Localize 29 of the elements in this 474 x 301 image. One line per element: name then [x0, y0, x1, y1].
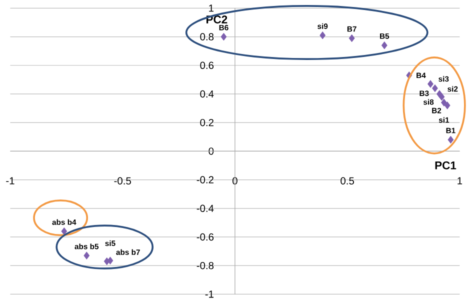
x-axis-title: PC1: [435, 161, 456, 170]
y-tick-label: -0.2: [196, 176, 214, 184]
y-tick-label: -0.8: [196, 262, 214, 270]
y-tick-label: 0.8: [200, 33, 214, 40]
x-tick-label: -0.5: [114, 177, 131, 184]
y-tick-label: -0.4: [196, 204, 214, 212]
point: [320, 31, 326, 40]
point: [84, 252, 90, 260]
y-tick-label: 1: [209, 4, 214, 12]
point: [107, 256, 114, 264]
x-tick-label: 0: [232, 177, 238, 184]
point: [448, 136, 454, 144]
x-tick-label: 0.5: [340, 177, 354, 184]
y-tick-label: 0.4: [200, 90, 214, 98]
point: [444, 101, 450, 110]
point: [220, 32, 227, 41]
point: [61, 227, 68, 236]
point: [348, 34, 355, 42]
point: [438, 92, 445, 101]
point: [381, 41, 388, 50]
y-tick-label: -0.6: [196, 233, 214, 241]
y-tick-label: 0.2: [200, 118, 214, 126]
x-tick-label: 1: [458, 177, 462, 184]
x-tick-label: -1: [6, 177, 14, 184]
point: [440, 98, 447, 106]
y-tick-label: 0.6: [200, 62, 214, 69]
y-tick-label: -1: [205, 290, 214, 298]
point: [432, 84, 438, 92]
point: [428, 80, 434, 88]
